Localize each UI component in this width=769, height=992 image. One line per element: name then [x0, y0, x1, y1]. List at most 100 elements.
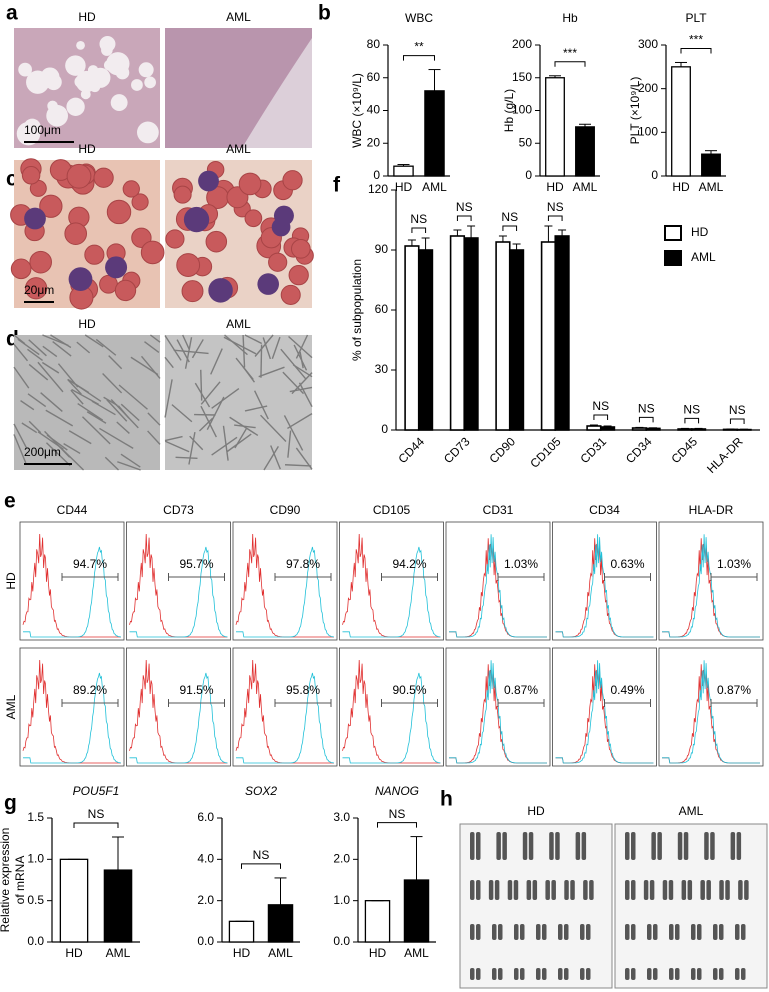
cell-streak	[28, 363, 49, 381]
cell-streak	[211, 388, 240, 409]
nucleated-cell	[105, 256, 128, 279]
significance-bracket	[729, 418, 745, 424]
chromosome	[580, 968, 585, 980]
red-cell	[280, 284, 301, 305]
legend-swatch	[664, 225, 682, 241]
fat-cell	[137, 121, 159, 144]
cell-streak	[13, 334, 26, 345]
chromosome	[470, 880, 475, 900]
y-tick-label: 200	[512, 37, 532, 51]
histogram-curve	[236, 672, 335, 764]
group-label: HD	[78, 142, 96, 156]
cell-streak	[52, 340, 72, 357]
y-tick-label: 0.5	[27, 893, 44, 907]
chromosome	[586, 968, 591, 980]
red-cell	[84, 244, 105, 265]
chromosome	[741, 924, 746, 940]
significance-label: NS	[592, 399, 609, 413]
y-tick-label: 60	[375, 302, 389, 316]
cell-streak	[262, 337, 272, 360]
x-tick-label: CD90	[487, 434, 519, 466]
chromosome	[631, 968, 636, 980]
red-cell	[39, 194, 63, 218]
group-label: AML	[226, 317, 251, 331]
y-tick-label: 50	[519, 135, 533, 149]
cell-streak	[260, 414, 287, 442]
nucleated-cell	[198, 170, 219, 192]
cell-streak	[81, 416, 111, 445]
bar	[645, 427, 661, 431]
histogram-frame	[126, 647, 231, 767]
cell-streak	[120, 453, 141, 468]
cell-streak	[117, 461, 141, 471]
significance-label: NS	[410, 212, 427, 226]
tissue-edge	[242, 38, 312, 148]
significance-label: NS	[389, 807, 406, 821]
chromosome	[738, 880, 743, 900]
group-label: AML	[679, 804, 704, 818]
chromosome	[647, 924, 652, 940]
chromosome	[647, 968, 652, 980]
bar	[267, 904, 294, 943]
bar	[59, 858, 89, 943]
red-cell	[122, 180, 140, 198]
gate	[168, 699, 225, 707]
panel-letter: g	[4, 792, 17, 815]
chromosome	[700, 880, 705, 900]
marker-label: CD34	[589, 503, 620, 517]
cell-streak	[298, 382, 313, 407]
chart-title: WBC	[405, 11, 433, 25]
cell-streak	[289, 386, 313, 393]
chromosome	[502, 832, 507, 860]
cell-streak	[13, 343, 29, 362]
chromosome	[589, 880, 594, 900]
gate	[274, 573, 332, 581]
red-cell	[64, 222, 88, 245]
panel-letter: b	[318, 2, 331, 25]
cell-streak	[287, 430, 292, 458]
chromosome	[657, 832, 662, 860]
cell-streak	[271, 336, 281, 359]
marker-label: CD90	[270, 503, 301, 517]
red-cell	[93, 167, 114, 188]
significance-label: NS	[729, 403, 746, 417]
bar	[545, 77, 565, 177]
significance-bracket	[554, 61, 586, 67]
bar	[103, 869, 133, 943]
x-tick-label: HLA-DR	[704, 434, 746, 476]
cell-streak	[13, 423, 27, 448]
fat-cell	[131, 79, 143, 91]
x-tick-label: AML	[573, 180, 598, 194]
fat-cell	[26, 126, 39, 139]
bar	[403, 879, 430, 943]
cell-streak	[171, 404, 193, 423]
cell-streak	[106, 399, 128, 422]
gate	[61, 573, 119, 581]
bar	[631, 427, 648, 431]
bar	[586, 425, 602, 431]
chromosome	[681, 880, 687, 900]
chromosome	[498, 968, 503, 980]
cell-streak	[200, 369, 203, 401]
histogram-frame	[232, 647, 338, 767]
chromosome	[631, 924, 636, 940]
bar	[677, 428, 693, 431]
chromosome	[513, 880, 519, 900]
chromosome	[570, 880, 575, 900]
karyotype-frame	[614, 823, 768, 989]
red-cell	[29, 250, 52, 274]
chromosome	[549, 832, 554, 860]
chromosome	[536, 924, 541, 940]
cell-streak	[260, 344, 263, 378]
chromosome	[492, 924, 497, 940]
cell-streak	[110, 399, 139, 429]
marker-label: CD73	[163, 503, 194, 517]
cell-streak	[191, 339, 204, 359]
cell-streak	[70, 389, 84, 405]
chromosome	[470, 832, 475, 860]
chromosome	[555, 832, 560, 860]
legend-label: AML	[691, 250, 716, 264]
gate-percentage: 91.5%	[179, 683, 213, 697]
gate-percentage: 0.87%	[717, 683, 751, 697]
y-tick-label: 150	[512, 70, 532, 84]
